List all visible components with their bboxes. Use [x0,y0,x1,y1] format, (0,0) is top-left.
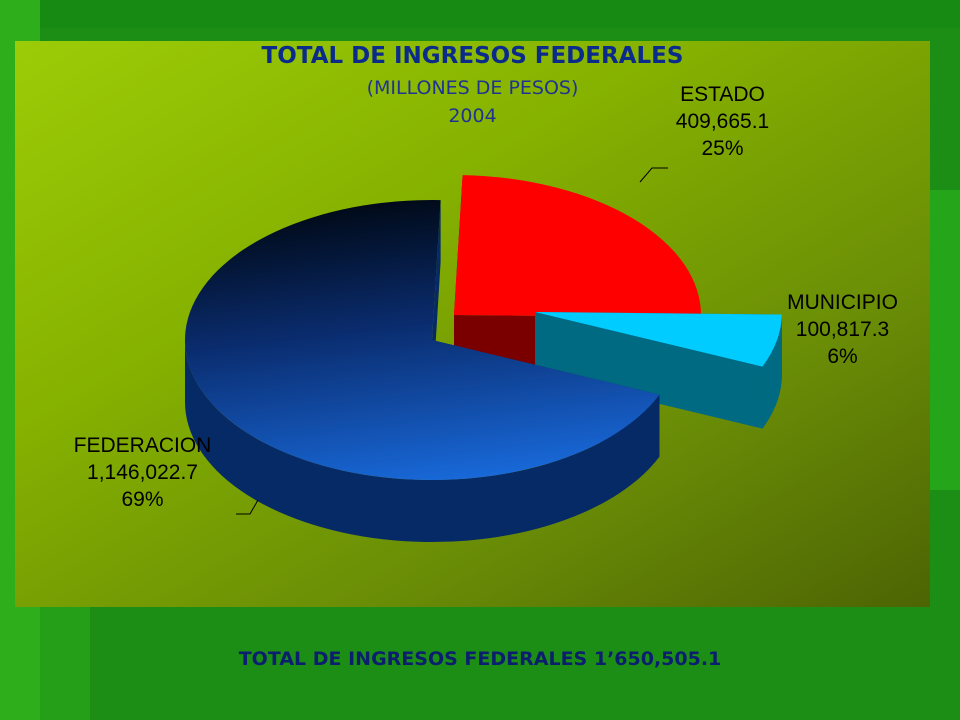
slice-name: ESTADO [680,83,765,106]
leader-line-estado [639,167,668,183]
footer-total: TOTAL DE INGRESOS FEDERALES 1’650,505.1 [238,648,722,670]
chart-year: 2004 [448,105,497,127]
slice-value: 409,665.1 [675,110,770,133]
leader-line-federacion [236,499,259,515]
slice-value: 1,146,022.7 [87,461,198,484]
pie-slice-municipio [535,312,782,429]
background-stripe-bottom-left [40,600,90,720]
pie-slice-top-municipio [535,312,782,367]
chart-subtitle: (MILLONES DE PESOS) [366,77,579,99]
pie-slice-top-estado [454,175,702,318]
slice-name: FEDERACION [73,434,212,457]
slice-percent: 25% [701,137,744,160]
slice-percent: 6% [827,345,858,368]
pie-slice-top-federacion [185,199,660,481]
slice-label-federacion: FEDERACION 1,146,022.7 69% [55,432,230,513]
pie-slice-federacion [185,199,660,543]
pie-slice-side-municipio [762,314,782,429]
pie-slice-wall-municipio [535,312,763,429]
slice-value: 100,817.3 [795,318,890,341]
slice-percent: 69% [121,488,164,511]
chart-title: TOTAL DE INGRESOS FEDERALES [261,43,684,69]
background-stripe-top [0,0,960,28]
slice-label-municipio: MUNICIPIO 100,817.3 6% [760,289,925,370]
slice-label-estado: ESTADO 409,665.1 25% [640,81,805,162]
background-stripe-right [930,190,960,490]
pie-slice-side-federacion [185,340,660,543]
slice-name: MUNICIPIO [787,291,898,314]
